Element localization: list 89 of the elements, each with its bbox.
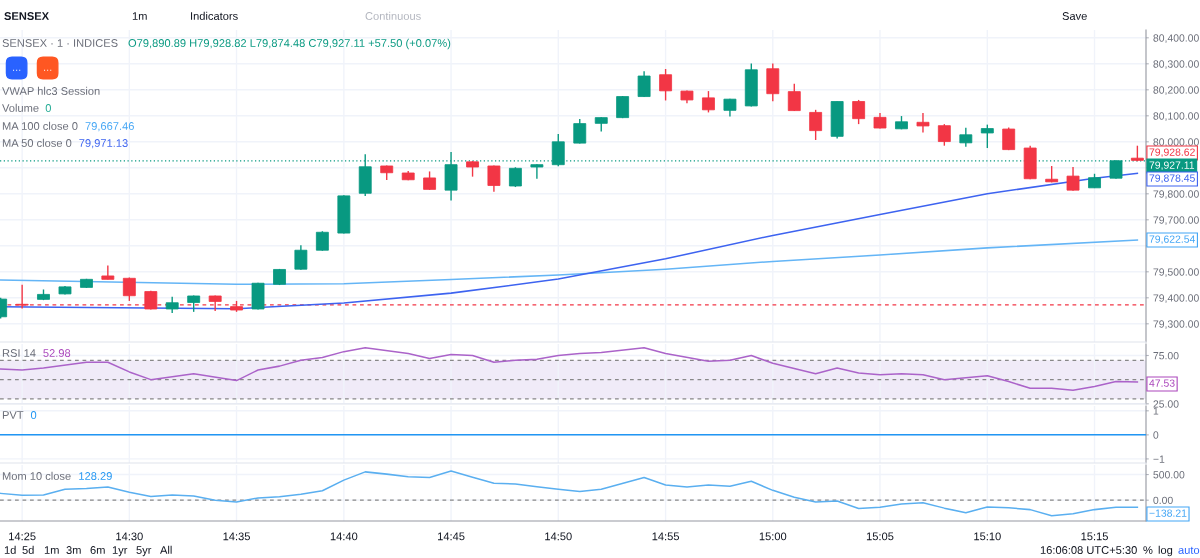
- x-tick-label: 15:15: [1081, 532, 1108, 541]
- candlestick: [852, 99, 866, 125]
- x-tick-label: 14:35: [223, 532, 250, 541]
- text: −138.21: [1149, 509, 1187, 517]
- y-tick-label: −1: [1153, 455, 1165, 463]
- annotation: 0: [45, 104, 51, 112]
- candlestick: [315, 230, 329, 252]
- y-tick-label: 79,700.00: [1153, 216, 1199, 225]
- y-tick-label: 25.00: [1153, 400, 1179, 408]
- chart-title: PVT: [2, 411, 24, 419]
- y-tick-label: 79,500.00: [1153, 268, 1199, 277]
- y-tick-label: 1: [1153, 407, 1159, 415]
- text: All: [160, 545, 172, 554]
- candlestick: [423, 170, 436, 191]
- x-tick-label: 15:10: [974, 532, 1001, 541]
- line-series: [0, 347, 1139, 392]
- text: SENSEX · 1 · INDICES: [2, 39, 118, 47]
- line-series: [0, 470, 1139, 517]
- annotation: 79,667.46: [85, 122, 134, 132]
- x-tick-label: 15:00: [759, 532, 787, 541]
- candlestick: [787, 83, 801, 112]
- y-tick-label: 80,100.00: [1153, 112, 1199, 121]
- text: 1m: [132, 12, 147, 20]
- x-tick-label: 14:50: [545, 532, 572, 541]
- y-tick-label: 80,000.00: [1153, 138, 1199, 147]
- y-tick-label: 75.00: [1153, 352, 1179, 360]
- y-tick-label: 79,300.00: [1153, 320, 1199, 329]
- chart-title: RSI 14: [2, 349, 36, 357]
- annotation: ...: [44, 69, 52, 71]
- x-tick-label: 15:05: [866, 532, 894, 541]
- annotation: O79,890.89 H79,928.82 L79,874.48 C79,927.11 +57.50 (+0.07%): [128, 38, 451, 50]
- annotation: 52.98: [43, 349, 71, 357]
- candlestick: [573, 118, 587, 145]
- x-tick-label: 14:30: [116, 532, 143, 541]
- annotation: Volume: [2, 103, 39, 112]
- text: %: [1143, 546, 1153, 554]
- y-tick-label: 79,400.00: [1153, 294, 1199, 303]
- candlestick: [101, 264, 115, 281]
- text: 1m: [44, 546, 59, 554]
- line-series: [0, 239, 1139, 286]
- text: auto: [1178, 546, 1200, 554]
- text: 79,928.62: [1149, 148, 1195, 158]
- text: 79,622.54: [1149, 235, 1196, 245]
- y-tick-label: 0: [1153, 431, 1159, 439]
- x-tick-label: 14:25: [9, 532, 36, 541]
- y-tick-label: 500.00: [1153, 471, 1185, 479]
- annotation: 0: [30, 411, 37, 419]
- candlestick: [530, 163, 544, 180]
- text: 16:06:08 UTC+5:30: [1040, 546, 1137, 554]
- chart-title: Mom 10 close: [2, 471, 71, 480]
- candlestick: [659, 68, 673, 102]
- y-tick-label: 80,200.00: [1153, 86, 1199, 95]
- candlestick: [1066, 166, 1080, 192]
- text: 79,878.45: [1149, 174, 1195, 184]
- text: 79,927.11: [1149, 161, 1195, 171]
- text: 1d: [4, 545, 16, 554]
- annotation: MA 100 close 0: [2, 121, 78, 130]
- annotation: 79,971.13: [79, 139, 128, 149]
- text: Continuous: [365, 11, 421, 20]
- candlestick: [637, 70, 651, 98]
- candlestick: [487, 164, 501, 193]
- annotation: VWAP hlc3 Session: [2, 86, 100, 95]
- candlestick: [916, 112, 930, 134]
- text: 1yr: [112, 546, 128, 557]
- candlestick: [294, 244, 308, 271]
- y-tick-label: 80,400.00: [1153, 34, 1199, 43]
- text: Indicators: [191, 11, 238, 20]
- candlestick: [702, 90, 715, 114]
- x-tick-label: 14:40: [330, 532, 358, 541]
- annotation: MA 50 close 0: [2, 138, 72, 147]
- candlestick: [937, 123, 951, 147]
- text: 5yr: [136, 546, 152, 557]
- x-tick-label: 14:45: [438, 532, 465, 541]
- text: 6m: [90, 546, 105, 554]
- candlestick: [980, 123, 994, 149]
- text: 5d: [22, 545, 34, 554]
- annotation: 128.29: [79, 472, 112, 480]
- y-tick-label: 80,300.00: [1153, 60, 1199, 69]
- annotation: ...: [13, 69, 21, 71]
- y-tick-label: 0.00: [1153, 496, 1173, 505]
- text: Save: [1062, 12, 1087, 20]
- y-tick-label: 79,800.00: [1153, 190, 1199, 199]
- text: SENSEX: [4, 12, 49, 20]
- text: 47.53: [1149, 379, 1175, 387]
- x-tick-label: 14:55: [652, 532, 680, 541]
- candlestick: [809, 109, 823, 141]
- text: 3m: [66, 546, 81, 554]
- candlestick: [959, 127, 973, 148]
- text: log: [1158, 545, 1173, 557]
